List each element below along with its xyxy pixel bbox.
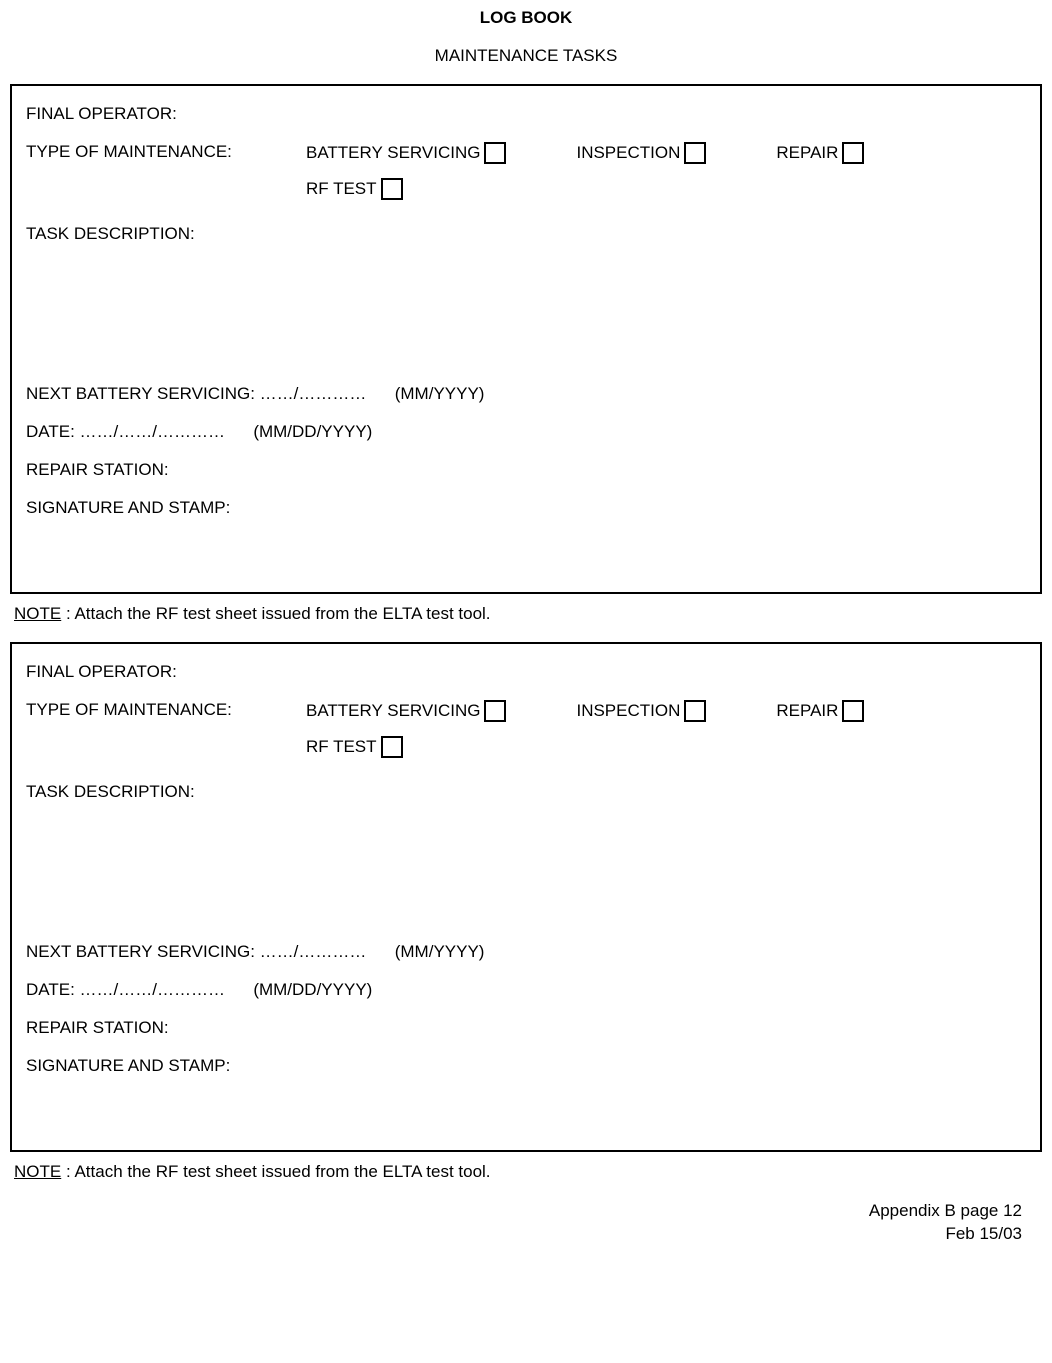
- battery-servicing-checkbox[interactable]: [484, 142, 506, 164]
- signature-label: SIGNATURE AND STAMP:: [26, 498, 1026, 518]
- maintenance-options: BATTERY SERVICING INSPECTION REPAIR RF T…: [306, 700, 1026, 772]
- task-description-label: TASK DESCRIPTION:: [26, 782, 1026, 802]
- note-line: NOTE : Attach the RF test sheet issued f…: [14, 604, 1042, 624]
- next-battery-row: NEXT BATTERY SERVICING: ……/………… (MM/YYYY…: [26, 384, 1026, 404]
- maintenance-form: FINAL OPERATOR: TYPE OF MAINTENANCE: BAT…: [10, 642, 1042, 1152]
- inspection-option: INSPECTION: [576, 700, 706, 722]
- repair-checkbox[interactable]: [842, 142, 864, 164]
- inspection-checkbox[interactable]: [684, 700, 706, 722]
- repair-station-label: REPAIR STATION:: [26, 1018, 1026, 1038]
- inspection-label: INSPECTION: [576, 143, 680, 163]
- date-format: (MM/DD/YYYY): [253, 422, 372, 441]
- type-of-maintenance-label: TYPE OF MAINTENANCE:: [26, 700, 306, 720]
- page-title: LOG BOOK: [10, 8, 1042, 28]
- next-battery-label: NEXT BATTERY SERVICING: ……/…………: [26, 942, 366, 961]
- maintenance-options: BATTERY SERVICING INSPECTION REPAIR RF T…: [306, 142, 1026, 214]
- signature-label: SIGNATURE AND STAMP:: [26, 1056, 1026, 1076]
- type-of-maintenance-label: TYPE OF MAINTENANCE:: [26, 142, 306, 162]
- inspection-checkbox[interactable]: [684, 142, 706, 164]
- note-label: NOTE: [14, 604, 61, 623]
- rf-test-option: RF TEST: [306, 736, 403, 758]
- repair-label: REPAIR: [776, 143, 838, 163]
- battery-servicing-option: BATTERY SERVICING: [306, 700, 506, 722]
- date-label: DATE: ……/……/…………: [26, 422, 225, 441]
- page-subtitle: MAINTENANCE TASKS: [10, 46, 1042, 66]
- maintenance-form: FINAL OPERATOR: TYPE OF MAINTENANCE: BAT…: [10, 84, 1042, 594]
- final-operator-label: FINAL OPERATOR:: [26, 104, 1026, 124]
- rf-test-label: RF TEST: [306, 179, 377, 199]
- inspection-label: INSPECTION: [576, 701, 680, 721]
- date-row: DATE: ……/……/………… (MM/DD/YYYY): [26, 422, 1026, 442]
- footer-date: Feb 15/03: [10, 1223, 1022, 1246]
- page: LOG BOOK MAINTENANCE TASKS FINAL OPERATO…: [0, 8, 1052, 1246]
- next-battery-format: (MM/YYYY): [395, 384, 485, 403]
- battery-servicing-checkbox[interactable]: [484, 700, 506, 722]
- footer-page-ref: Appendix B page 12: [10, 1200, 1022, 1223]
- inspection-option: INSPECTION: [576, 142, 706, 164]
- date-row: DATE: ……/……/………… (MM/DD/YYYY): [26, 980, 1026, 1000]
- type-of-maintenance-row: TYPE OF MAINTENANCE: BATTERY SERVICING I…: [26, 142, 1026, 214]
- note-text: : Attach the RF test sheet issued from t…: [61, 604, 490, 623]
- note-text: : Attach the RF test sheet issued from t…: [61, 1162, 490, 1181]
- date-format: (MM/DD/YYYY): [253, 980, 372, 999]
- battery-servicing-label: BATTERY SERVICING: [306, 701, 480, 721]
- rf-test-checkbox[interactable]: [381, 178, 403, 200]
- page-footer: Appendix B page 12 Feb 15/03: [10, 1200, 1042, 1246]
- rf-test-checkbox[interactable]: [381, 736, 403, 758]
- battery-servicing-option: BATTERY SERVICING: [306, 142, 506, 164]
- type-of-maintenance-row: TYPE OF MAINTENANCE: BATTERY SERVICING I…: [26, 700, 1026, 772]
- next-battery-label: NEXT BATTERY SERVICING: ……/…………: [26, 384, 366, 403]
- note-label: NOTE: [14, 1162, 61, 1181]
- repair-checkbox[interactable]: [842, 700, 864, 722]
- battery-servicing-label: BATTERY SERVICING: [306, 143, 480, 163]
- date-label: DATE: ……/……/…………: [26, 980, 225, 999]
- rf-test-option: RF TEST: [306, 178, 403, 200]
- repair-option: REPAIR: [776, 142, 864, 164]
- repair-station-label: REPAIR STATION:: [26, 460, 1026, 480]
- next-battery-row: NEXT BATTERY SERVICING: ……/………… (MM/YYYY…: [26, 942, 1026, 962]
- next-battery-format: (MM/YYYY): [395, 942, 485, 961]
- repair-label: REPAIR: [776, 701, 838, 721]
- rf-test-label: RF TEST: [306, 737, 377, 757]
- note-line: NOTE : Attach the RF test sheet issued f…: [14, 1162, 1042, 1182]
- repair-option: REPAIR: [776, 700, 864, 722]
- task-description-label: TASK DESCRIPTION:: [26, 224, 1026, 244]
- final-operator-label: FINAL OPERATOR:: [26, 662, 1026, 682]
